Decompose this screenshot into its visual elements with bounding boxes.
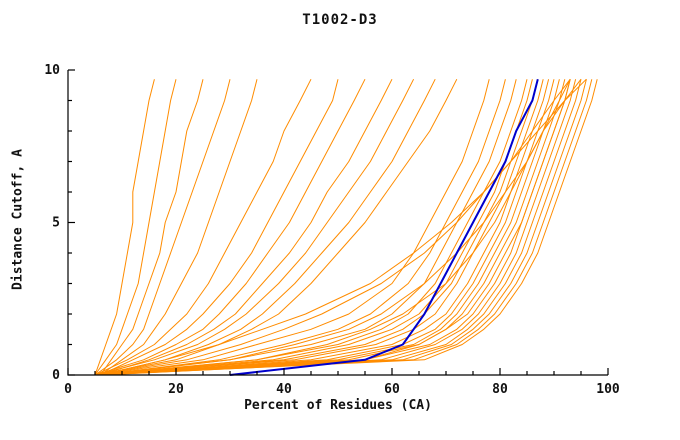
model-series-line [100,79,593,376]
x-tick-label: 20 [168,382,184,397]
model-series-line [94,79,577,376]
x-tick-label: 60 [384,382,400,397]
model-series-line [100,79,582,376]
model-series-line [94,78,312,376]
model-series-line [100,78,587,376]
y-tick-label: 5 [52,216,60,231]
model-series-line [100,79,339,376]
model-series-line [94,79,587,376]
model-series-line [100,79,571,376]
model-series-line [94,78,571,376]
model-series-line [100,79,506,376]
highlight-series-line [229,78,539,376]
model-series-line [94,79,598,376]
x-tick-label: 0 [64,382,72,397]
model-series-line [100,79,539,376]
x-tick-label: 40 [276,382,292,397]
model-series-line [94,79,533,376]
chart-title: T1002-D3 [302,12,378,28]
model-series-line [94,79,231,376]
x-axis-label: Percent of Residues (CA) [244,398,432,413]
model-series-line [100,79,528,376]
model-series-line [99,79,204,376]
x-tick-label: 80 [492,382,508,397]
model-series-line [94,78,415,376]
model-series-line [94,79,517,376]
model-series-line [100,78,436,376]
model-series-line [94,79,566,376]
model-series-line [94,78,458,376]
y-tick-label: 0 [52,368,60,383]
y-tick-label: 10 [44,63,60,78]
y-axis-label: Distance Cutoff, A [10,149,26,290]
x-tick-label: 100 [596,382,620,397]
model-series-line [94,78,366,376]
model-series-line [94,79,177,376]
model-series-line [100,79,258,376]
model-series-line [100,78,393,376]
model-series-line [94,79,155,376]
model-series-line [94,79,490,376]
model-series-line [100,79,571,376]
